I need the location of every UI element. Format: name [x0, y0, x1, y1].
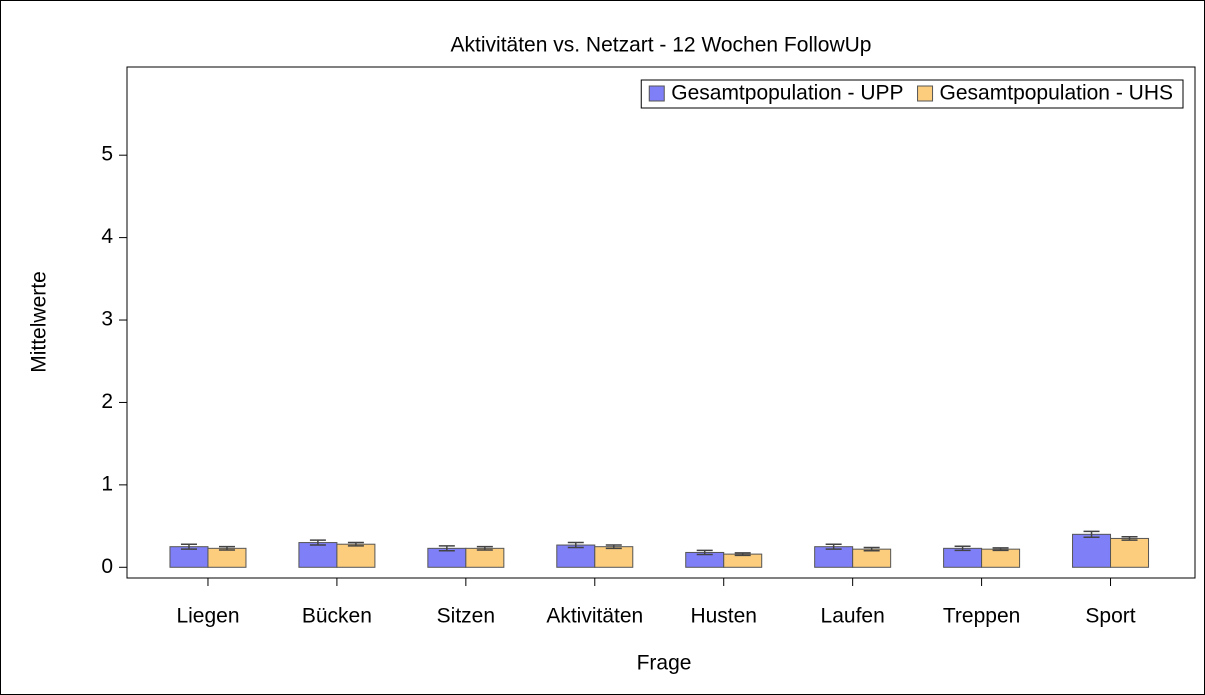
x-tick-label: Liegen [176, 605, 239, 628]
error-bar [992, 547, 1009, 552]
error-bar [218, 545, 235, 551]
bar [207, 547, 247, 568]
x-tick-label: Husten [690, 605, 757, 628]
error-bar [734, 552, 751, 557]
bar [1072, 533, 1112, 568]
legend-label: Gesamtpopulation - UPP [671, 82, 903, 105]
x-tick-label: Treppen [943, 605, 1020, 628]
y-tick-label: 3 [101, 308, 113, 331]
bar [1110, 537, 1150, 568]
y-tick-label: 0 [101, 555, 113, 578]
x-axis-label: Frage [637, 652, 692, 675]
error-bar [309, 539, 326, 546]
bar [852, 548, 892, 568]
error-bar [605, 544, 622, 550]
bar [336, 543, 376, 568]
bar [556, 544, 596, 568]
error-bar [696, 549, 713, 556]
bar [943, 547, 983, 568]
error-bar [347, 541, 364, 547]
x-tick-label: Sport [1085, 605, 1135, 628]
error-bar [1083, 530, 1100, 538]
error-bar [863, 546, 880, 552]
bar [594, 546, 634, 568]
x-tick-label: Aktivitäten [546, 605, 643, 628]
bar [981, 548, 1021, 568]
legend-swatch [648, 85, 665, 102]
y-tick-label: 2 [101, 390, 113, 413]
bar [465, 547, 505, 568]
error-bar [825, 543, 842, 550]
x-tick-label: Bücken [302, 605, 372, 628]
legend-label: Gesamtpopulation - UHS [940, 82, 1173, 105]
chart-title: Aktivitäten vs. Netzart - 12 Wochen Foll… [451, 34, 872, 57]
error-bar [438, 545, 455, 552]
y-axis-label: Mittelwerte [28, 271, 51, 373]
legend-swatch [917, 85, 934, 102]
y-tick-label: 1 [101, 472, 113, 495]
error-bar [476, 545, 493, 551]
x-tick-label: Laufen [821, 605, 885, 628]
bar [298, 542, 338, 568]
error-bar [1121, 536, 1138, 541]
y-tick-label: 5 [101, 143, 113, 166]
y-tick-label: 4 [101, 225, 113, 248]
error-bar [954, 545, 971, 552]
error-bar [567, 541, 584, 549]
legend [640, 79, 1184, 109]
error-bar [180, 543, 197, 550]
x-tick-label: Sitzen [437, 605, 495, 628]
plot-area [126, 66, 1196, 579]
